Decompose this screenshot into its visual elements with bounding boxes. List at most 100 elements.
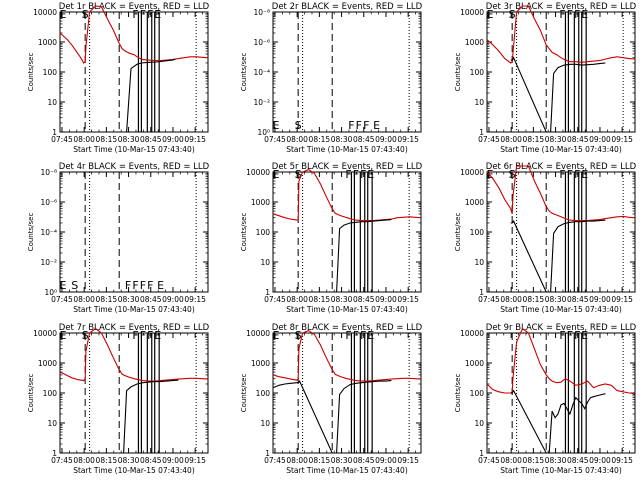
x-tick-label: 08:15 <box>96 295 118 304</box>
x-tick-label: 08:30 <box>545 295 567 304</box>
panel-title: Det 9r BLACK = Events, RED = LLD <box>486 323 637 333</box>
flag-letter: S <box>82 329 89 342</box>
panel-det-8: Det 8r BLACK = Events, RED = LLD 1 10 100 10… <box>240 323 423 475</box>
series-line-events <box>60 58 176 133</box>
plot-frame <box>272 332 422 454</box>
series-line-events <box>510 219 606 293</box>
y-tick-label: 10000 <box>460 8 484 17</box>
flag-letter: F <box>559 8 565 21</box>
x-axis-label: Start Time (10-Mar-15 07:43:40) <box>286 305 408 314</box>
x-tick-label: 09:00 <box>162 135 184 144</box>
panel-title: Det 7r BLACK = Events, RED = LLD <box>59 323 210 333</box>
x-tick-label: 08:15 <box>96 135 118 144</box>
y-tick-label: 10⁰ <box>257 128 270 137</box>
panel-det-7: Det 7r BLACK = Events, RED = LLD 1 10 100 10… <box>27 323 210 475</box>
plot-frame <box>272 11 422 133</box>
panel-det-9: Det 9r BLACK = Events, RED = LLD 1 10 100 10… <box>454 323 637 475</box>
series-line-events <box>510 389 606 454</box>
flag-letter: E <box>272 168 279 181</box>
x-tick-label: 08:00 <box>286 295 308 304</box>
flag-letter: F <box>574 8 580 21</box>
y-tick-label: 10000 <box>460 168 484 177</box>
series-line-lld <box>486 327 636 395</box>
y-tick-label: 10⁻⁸ <box>40 168 57 177</box>
y-axis-label: Counts/sec <box>27 213 35 252</box>
flag-letter: E <box>373 119 380 132</box>
x-tick-label: 08:15 <box>309 456 331 465</box>
panel-det-5: Det 5r BLACK = Events, RED = LLD 1 10 100 10… <box>240 162 423 314</box>
x-tick-label: 09:15 <box>611 456 633 465</box>
flag-letter: F <box>140 329 146 342</box>
x-tick-label: 08:00 <box>286 456 308 465</box>
series-line-events <box>119 379 179 454</box>
panel-det-1: Det 1r BLACK = Events, RED = LLD 1 10 100 10… <box>27 2 210 154</box>
x-tick-label: 09:00 <box>375 456 397 465</box>
x-tick-label: 09:15 <box>397 295 419 304</box>
x-tick-label: 08:15 <box>523 295 545 304</box>
flag-letter: F <box>147 8 153 21</box>
flag-letter: E <box>486 168 493 181</box>
x-tick-label: 07:45 <box>51 456 73 465</box>
x-tick-label: 08:15 <box>523 135 545 144</box>
flag-letter: E <box>581 329 588 342</box>
x-axis-label: Start Time (10-Mar-15 07:43:40) <box>500 145 622 154</box>
panel-title: Det 6r BLACK = Events, RED = LLD <box>486 162 637 172</box>
y-tick-label: 10⁻⁴ <box>40 228 57 237</box>
y-tick-label: 1 <box>479 128 484 137</box>
y-axis-label: Counts/sec <box>240 374 248 413</box>
panel-title: Det 2r BLACK = Events, RED = LLD <box>272 2 423 12</box>
flag-letter: F <box>360 168 366 181</box>
x-tick-label: 08:00 <box>500 456 522 465</box>
flag-letter: S <box>295 168 302 181</box>
flag-letter: F <box>348 119 354 132</box>
panel-title: Det 8r BLACK = Events, RED = LLD <box>272 323 423 333</box>
y-tick-label: 10⁰ <box>44 288 57 297</box>
x-tick-label: 07:45 <box>478 295 500 304</box>
y-axis-label: Counts/sec <box>454 213 462 252</box>
x-axis-label: Start Time (10-Mar-15 07:43:40) <box>73 305 195 314</box>
x-tick-label: 07:45 <box>51 295 73 304</box>
flag-letter: F <box>132 279 138 292</box>
y-axis-label: Counts/sec <box>454 374 462 413</box>
x-tick-label: 09:15 <box>611 295 633 304</box>
plot-frame <box>59 332 209 454</box>
x-tick-label: 08:15 <box>309 295 331 304</box>
flag-letter: E <box>272 119 279 132</box>
y-tick-label: 10000 <box>460 329 484 338</box>
x-tick-label: 08:30 <box>118 135 140 144</box>
x-tick-label: 08:15 <box>309 135 331 144</box>
x-axis-label: Start Time (10-Mar-15 07:43:40) <box>73 145 195 154</box>
flag-letter: F <box>574 168 580 181</box>
y-tick-label: 10⁻⁶ <box>253 38 270 47</box>
x-tick-label: 07:45 <box>478 456 500 465</box>
flag-letter: F <box>567 8 573 21</box>
series-line-lld <box>272 168 422 222</box>
y-tick-label: 10 <box>47 419 57 428</box>
y-axis-label: Counts/sec <box>240 53 248 92</box>
flag-letter: F <box>140 8 146 21</box>
flag-letter: E <box>367 168 374 181</box>
x-axis-label: Start Time (10-Mar-15 07:43:40) <box>73 466 195 475</box>
flag-letter: S <box>509 168 516 181</box>
x-axis-label: Start Time (10-Mar-15 07:43:40) <box>500 305 622 314</box>
y-tick-label: 10⁻⁶ <box>40 198 57 207</box>
flag-letter: F <box>345 329 351 342</box>
flag-letter: F <box>567 168 573 181</box>
flag-letter: E <box>59 8 66 21</box>
x-axis-label: Start Time (10-Mar-15 07:43:40) <box>500 466 622 475</box>
x-tick-label: 08:30 <box>331 295 353 304</box>
flag-letter: F <box>567 329 573 342</box>
x-tick-label: 07:45 <box>478 135 500 144</box>
x-tick-label: 09:00 <box>162 456 184 465</box>
flag-letter: S <box>71 279 78 292</box>
flag-letter: E <box>367 329 374 342</box>
flag-letter: F <box>147 329 153 342</box>
x-tick-label: 09:15 <box>184 456 206 465</box>
x-axis-label: Start Time (10-Mar-15 07:43:40) <box>286 145 408 154</box>
x-tick-label: 08:45 <box>353 456 375 465</box>
x-tick-label: 09:15 <box>611 135 633 144</box>
panel-title: Det 1r BLACK = Events, RED = LLD <box>59 2 210 12</box>
y-tick-label: 10⁻⁴ <box>253 68 270 77</box>
y-tick-label: 10 <box>474 419 484 428</box>
